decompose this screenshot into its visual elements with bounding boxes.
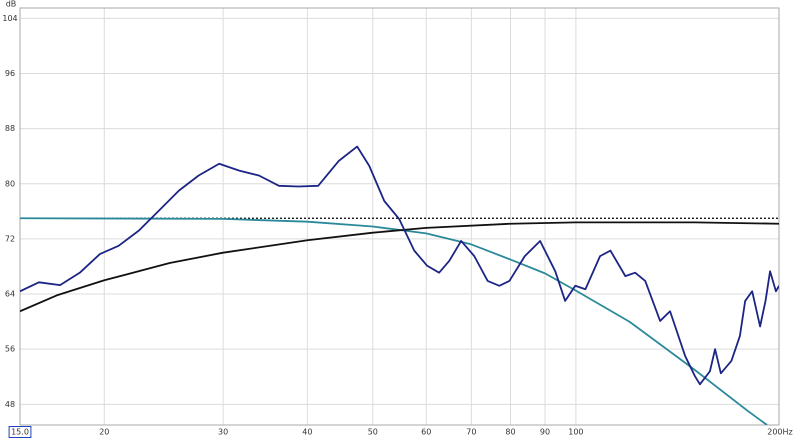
y-axis-label: dB (6, 0, 17, 9)
y-tick-label: 64 (5, 290, 15, 299)
y-tick-label: 48 (5, 400, 15, 409)
x-tick-label: 60 (421, 428, 431, 437)
x-tick-label: 70 (466, 428, 476, 437)
series-line (20, 221, 779, 313)
x-tick-label: 80 (505, 428, 515, 437)
series-line (20, 217, 768, 425)
y-tick-label: 96 (5, 69, 15, 78)
y-tick-label: 80 (5, 179, 15, 188)
x-tick-label: 200Hz (767, 428, 792, 437)
y-tick-label: 88 (5, 124, 15, 133)
x-tick-label: 15.0 (11, 428, 29, 437)
x-tick-label: 40 (302, 428, 312, 437)
series-line (20, 145, 779, 386)
y-tick-label: 56 (5, 345, 15, 354)
x-tick-label: 30 (218, 428, 228, 437)
y-tick-label: 104 (2, 14, 17, 23)
x-tick-label: 50 (368, 428, 378, 437)
x-tick-label: 100 (568, 428, 583, 437)
x-tick-label: 20 (99, 428, 109, 437)
plot-frame (19, 7, 780, 426)
y-tick-label: 72 (5, 234, 15, 243)
x-tick-label: 90 (540, 428, 550, 437)
